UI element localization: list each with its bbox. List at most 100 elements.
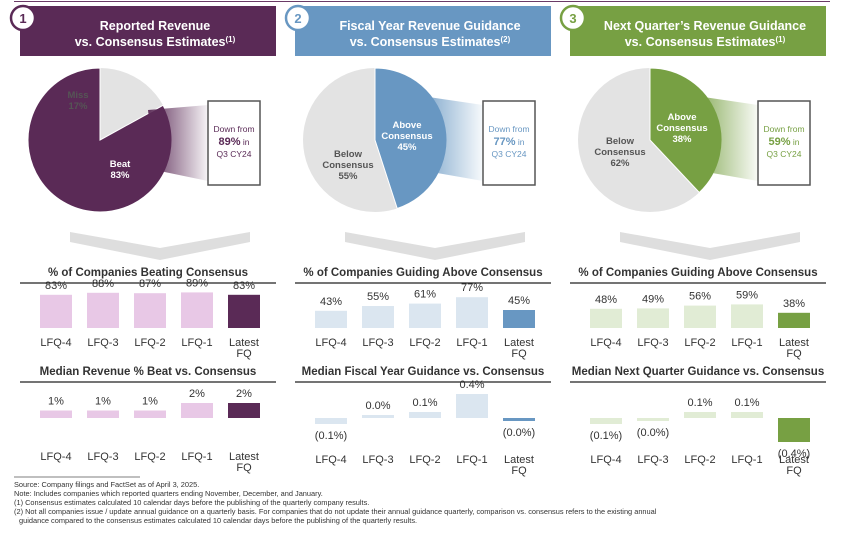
footnote-1: (1) Consensus estimates calculated 10 ca… [14, 498, 370, 507]
bar-lfq-1 [181, 292, 213, 328]
step-number: 3 [569, 11, 576, 26]
panel-title-line1: Reported Revenue [100, 19, 210, 33]
section1-title: % of Companies Guiding Above Consensus [578, 267, 817, 279]
bar-lfq-1 [456, 297, 488, 328]
category-label: LFQ-1 [456, 454, 487, 466]
category-label: LFQ-3 [362, 454, 393, 466]
bar-value-label: 89% [186, 277, 208, 289]
category-label: Latest FQ [504, 337, 534, 360]
pie-label-miss: Miss 17% [67, 90, 88, 112]
bar-value-label: (0.1%) [590, 430, 622, 442]
category-label: LFQ-3 [637, 337, 668, 349]
callout-line1: Down from [488, 124, 529, 134]
section2-title: Median Fiscal Year Guidance vs. Consensu… [302, 366, 545, 378]
bar-lfq-3 [637, 308, 669, 328]
category-label: LFQ-4 [40, 451, 71, 463]
bar-lfq-1 [731, 412, 763, 418]
callout-value: 77% in [493, 136, 524, 148]
callout-line3: Q3 CY24 [492, 149, 527, 159]
bar-value-label: 0.4% [459, 379, 484, 391]
callout-value: 59% in [768, 136, 799, 148]
bar-lfq-1 [181, 403, 213, 418]
bar-chart-bottom: (0.1%) 0.0% 0.1% 0.4% (0.0%) LFQ-4 LFQ-3 LFQ-2 L… [315, 379, 535, 477]
bar-lfq-2 [684, 412, 716, 418]
bar-latest-fq [778, 312, 810, 328]
category-label: LFQ-2 [409, 454, 440, 466]
bar-value-label: 0.1% [687, 397, 712, 409]
bar-value-label: 56% [689, 291, 711, 303]
section1-title: % of Companies Guiding Above Consensus [303, 267, 542, 279]
pie-label-above: Above Consensus 38% [656, 112, 707, 145]
callout-wedge [148, 105, 208, 181]
category-label: LFQ-2 [134, 451, 165, 463]
category-label: LFQ-2 [134, 337, 165, 349]
category-label: LFQ-1 [181, 337, 212, 349]
bar-value-label: 1% [95, 396, 111, 408]
panel-title-line1: Fiscal Year Revenue Guidance [339, 19, 520, 33]
bar-lfq-4 [40, 294, 72, 328]
bar-lfq-1 [456, 394, 488, 418]
bar-latest-fq [503, 418, 535, 421]
section1-title: % of Companies Beating Consensus [48, 267, 248, 279]
category-label: LFQ-3 [87, 337, 118, 349]
bar-value-label: 88% [92, 278, 114, 290]
category-label: LFQ-4 [315, 337, 346, 349]
footnote-source: Source: Company filings and FactSet as o… [14, 480, 200, 489]
bar-lfq-4 [315, 418, 347, 424]
bar-lfq-2 [134, 410, 166, 418]
bar-value-label: 43% [320, 296, 342, 308]
callout-line1: Down from [763, 124, 804, 134]
step-number: 1 [19, 11, 26, 26]
callout-box [757, 100, 811, 186]
pie-label-beat: Beat 83% [110, 159, 131, 181]
chevron-arrow [70, 232, 250, 260]
category-label: LFQ-1 [181, 451, 212, 463]
category-label: LFQ-4 [40, 337, 71, 349]
bar-lfq-4 [40, 410, 72, 418]
panel-title-line2: vs. Consensus Estimates(2) [350, 35, 511, 49]
bar-value-label: 0.0% [365, 400, 390, 412]
callout-line1: Down from [213, 124, 254, 134]
panel-header [295, 6, 551, 56]
panel-title-line1: Next Quarter’s Revenue Guidance [604, 19, 806, 33]
bar-lfq-3 [362, 306, 394, 328]
step-number: 2 [294, 11, 301, 26]
chevron-arrow [345, 232, 525, 260]
category-label: LFQ-1 [731, 337, 762, 349]
bar-value-label: 0.1% [734, 397, 759, 409]
chevron-arrow [620, 232, 800, 260]
panel-header [20, 6, 276, 56]
callout-wedge [690, 95, 758, 181]
category-label: LFQ-4 [590, 454, 621, 466]
bar-value-label: (0.4%) [778, 448, 810, 460]
callout-line3: Q3 CY24 [767, 149, 802, 159]
bar-lfq-2 [409, 303, 441, 328]
category-label: Latest FQ [779, 337, 809, 360]
bar-lfq-1 [731, 304, 763, 328]
pie-label-below: Below Consensus 55% [322, 149, 373, 182]
bar-chart-bottom: (0.1%) (0.0%) 0.1% 0.1% (0.4%) LFQ-4 LFQ-3 LFQ-… [590, 397, 810, 477]
bar-value-label: (0.1%) [315, 430, 347, 442]
bar-chart-top: 48% 49% 56% 59% 38% LFQ-4 LFQ-3 LFQ-2 LFQ-1 Lates… [590, 289, 810, 360]
category-label: LFQ-3 [87, 451, 118, 463]
pie-label-below: Below Consensus 62% [594, 136, 645, 169]
bar-chart-top: 83% 88% 87% 89% 83% LFQ-4 LFQ-3 LFQ-2 LFQ-1 Lates… [40, 277, 260, 360]
callout-value: 89% in [218, 136, 249, 148]
category-label: Latest FQ [504, 454, 534, 477]
category-label: Latest FQ [229, 337, 259, 360]
bar-value-label: (0.0%) [637, 427, 669, 439]
section2-title: Median Next Quarter Guidance vs. Consens… [572, 366, 824, 378]
category-label: Latest FQ [779, 454, 809, 477]
bar-value-label: 55% [367, 291, 389, 303]
bar-latest-fq [228, 403, 260, 418]
panel-title-line2: vs. Consensus Estimates(1) [625, 35, 786, 49]
bar-lfq-3 [362, 415, 394, 418]
callout-box [207, 100, 261, 186]
category-label: Latest FQ [229, 451, 259, 474]
bar-value-label: 2% [236, 388, 252, 400]
panel-2: 2 Fiscal Year Revenue Guidance vs. Consens… [284, 4, 551, 477]
step-badge [559, 4, 587, 32]
bar-lfq-2 [409, 412, 441, 418]
footnote-2: (2) Not all companies issue / update ann… [14, 507, 657, 516]
